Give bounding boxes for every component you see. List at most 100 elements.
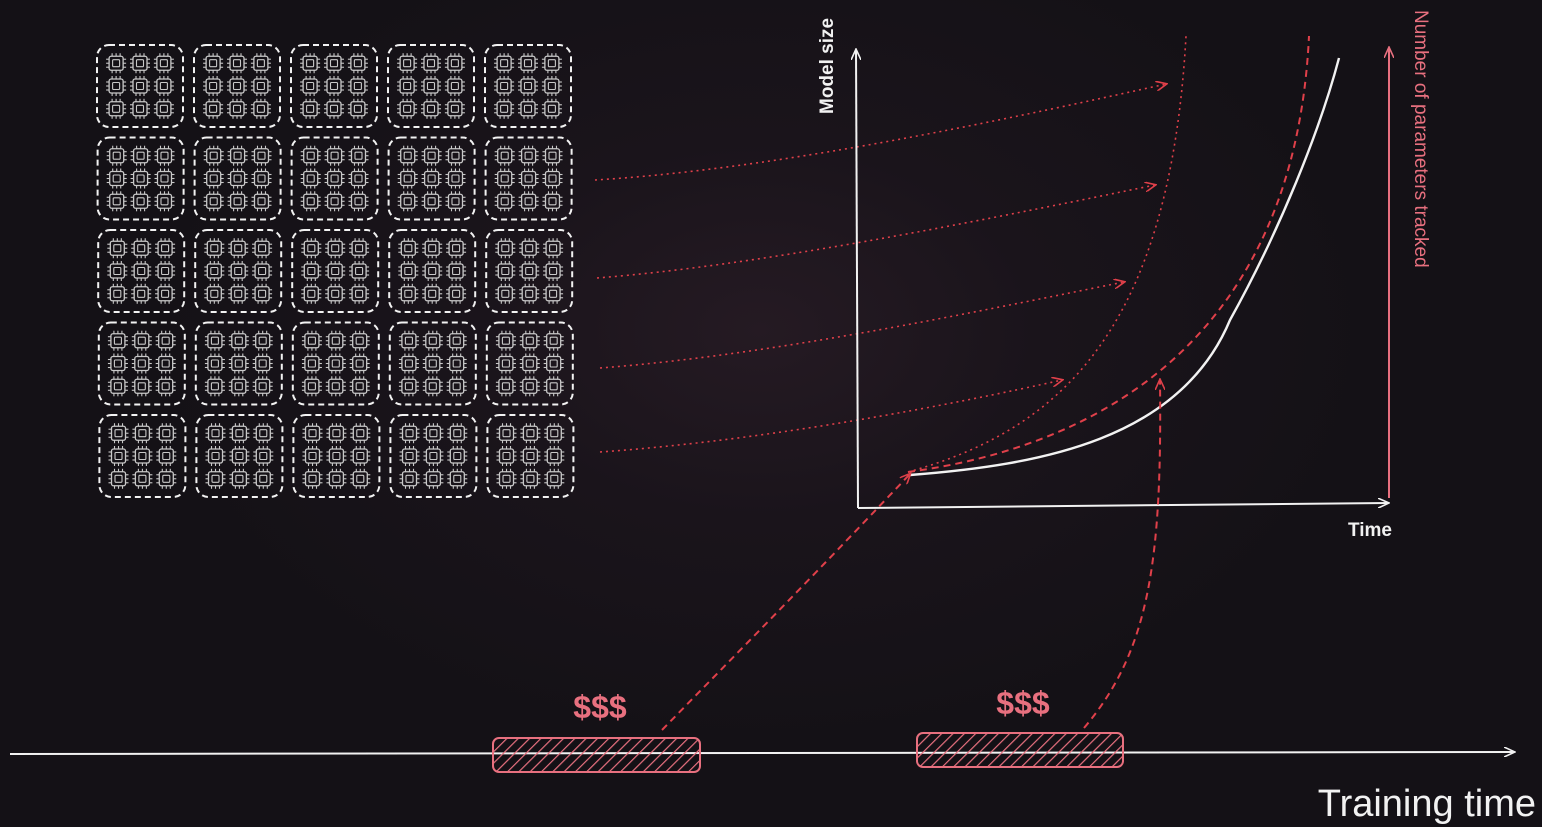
gpu-chip-icon bbox=[253, 468, 274, 489]
gpu-chip-icon bbox=[204, 261, 225, 281]
gpu-chip-icon bbox=[423, 468, 444, 489]
gpu-chip-icon bbox=[302, 446, 323, 466]
gpu-chip-icon bbox=[325, 283, 346, 304]
gpu-node-cell bbox=[484, 44, 572, 128]
gpu-chip-icon bbox=[325, 261, 346, 281]
gpu-chip-icon bbox=[541, 53, 562, 74]
gpu-node-cell bbox=[485, 229, 574, 313]
gpu-chip-icon bbox=[203, 76, 224, 96]
gpu-chip-icon bbox=[542, 168, 563, 189]
gpu-chip-icon bbox=[155, 238, 176, 259]
gpu-chip-icon bbox=[301, 261, 322, 281]
gpu-chip-icon bbox=[153, 76, 174, 96]
gpu-chip-icon bbox=[348, 168, 369, 189]
gpu-chip-icon bbox=[156, 446, 177, 466]
gpu-chip-icon bbox=[423, 423, 444, 444]
gpu-chip-icon bbox=[350, 423, 371, 444]
chart-axes bbox=[856, 48, 1389, 509]
gpu-chip-icon bbox=[203, 53, 224, 74]
dashed-curve bbox=[907, 35, 1310, 473]
gpu-chip-icon bbox=[131, 353, 152, 374]
gpu-chip-icon bbox=[108, 423, 129, 444]
gpu-chip-icon bbox=[252, 330, 273, 351]
gpu-chip-icon bbox=[421, 76, 441, 96]
gpu-chip-icon bbox=[154, 145, 175, 166]
y-axis bbox=[856, 50, 858, 509]
gpu-chip-icon bbox=[132, 423, 153, 444]
gpu-chip-icon bbox=[325, 238, 346, 259]
gpu-node-cell bbox=[389, 414, 478, 498]
gpu-chip-icon bbox=[229, 446, 250, 466]
gpu-chip-icon bbox=[518, 53, 538, 74]
gpu-chip-icon bbox=[251, 145, 272, 166]
gpu-chip-icon bbox=[204, 283, 225, 304]
gpu-chip-icon bbox=[203, 168, 224, 189]
gpu-chip-icon bbox=[544, 423, 565, 444]
gpu-chip-icon bbox=[541, 76, 562, 96]
cost-block-1 bbox=[492, 737, 701, 773]
right-axis-label: Number of parameters tracked bbox=[1410, 10, 1431, 268]
gpu-chip-icon bbox=[229, 423, 250, 444]
gpu-chip-icon bbox=[543, 283, 564, 304]
gpu-chip-icon bbox=[324, 76, 344, 96]
gpu-chip-icon bbox=[106, 53, 127, 74]
gpu-chip-icon bbox=[495, 353, 516, 374]
gpu-chip-icon bbox=[250, 98, 271, 119]
gpu-chip-icon bbox=[228, 261, 249, 281]
gpu-chip-icon bbox=[301, 353, 322, 374]
gpu-chip-icon bbox=[350, 468, 371, 489]
gpu-chip-icon bbox=[494, 76, 515, 96]
gpu-chip-icon bbox=[108, 446, 129, 466]
gpu-node-cell bbox=[387, 44, 475, 128]
gpu-chip-icon bbox=[107, 238, 128, 259]
gpu-chip-icon bbox=[227, 76, 247, 96]
gpu-chip-icon bbox=[520, 468, 541, 489]
gpu-node-cell bbox=[387, 136, 476, 221]
gpu-chip-icon bbox=[324, 98, 344, 119]
gpu-chip-icon bbox=[228, 376, 249, 397]
gpu-chip-icon bbox=[130, 191, 151, 212]
gpu-chip-icon bbox=[399, 423, 420, 444]
cost-to-curve-arrows bbox=[661, 380, 1160, 731]
gpu-chip-icon bbox=[447, 468, 468, 489]
gpu-node-cell bbox=[290, 44, 378, 128]
gpu-cluster-grid bbox=[96, 44, 575, 498]
gpu-chip-icon bbox=[421, 168, 442, 189]
gpu-chip-icon bbox=[106, 76, 127, 96]
gpu-chip-icon bbox=[300, 98, 321, 119]
gpu-node-cell bbox=[485, 321, 574, 406]
gpu-chip-icon bbox=[347, 98, 368, 119]
gpu-chip-icon bbox=[106, 98, 127, 119]
x-axis-label: Time bbox=[1348, 520, 1392, 541]
gpu-chip-icon bbox=[228, 238, 249, 259]
gpu-chip-icon bbox=[398, 283, 419, 304]
gpu-node-cell bbox=[290, 136, 379, 221]
gpu-chip-icon bbox=[155, 283, 176, 304]
gpu-chip-icon bbox=[444, 53, 465, 74]
gpu-chip-icon bbox=[227, 168, 248, 189]
gpu-chip-icon bbox=[398, 376, 419, 397]
gpu-chip-icon bbox=[107, 283, 128, 304]
gpu-node-cell bbox=[388, 229, 477, 313]
gpu-chip-icon bbox=[544, 468, 565, 489]
gpu-chip-icon bbox=[156, 468, 177, 489]
gpu-chip-icon bbox=[518, 76, 538, 96]
gpu-chip-icon bbox=[204, 376, 225, 397]
gpu-chip-icon bbox=[422, 330, 443, 351]
cost-block-2 bbox=[916, 732, 1124, 768]
gpu-chip-icon bbox=[131, 261, 152, 281]
gpu-chip-icon bbox=[228, 353, 249, 374]
grid-to-chart-arrows bbox=[594, 84, 1166, 453]
gpu-chip-icon bbox=[132, 446, 153, 466]
gpu-chip-icon bbox=[156, 423, 177, 444]
gpu-chip-icon bbox=[203, 98, 224, 119]
gpu-chip-icon bbox=[399, 468, 420, 489]
gpu-node-cell bbox=[96, 44, 184, 128]
gpu-chip-icon bbox=[519, 283, 540, 304]
gpu-chip-icon bbox=[397, 76, 418, 96]
row-arrow-3 bbox=[599, 282, 1124, 369]
gpu-chip-icon bbox=[251, 168, 272, 189]
gpu-chip-icon bbox=[155, 261, 176, 281]
gpu-chip-icon bbox=[347, 53, 368, 74]
